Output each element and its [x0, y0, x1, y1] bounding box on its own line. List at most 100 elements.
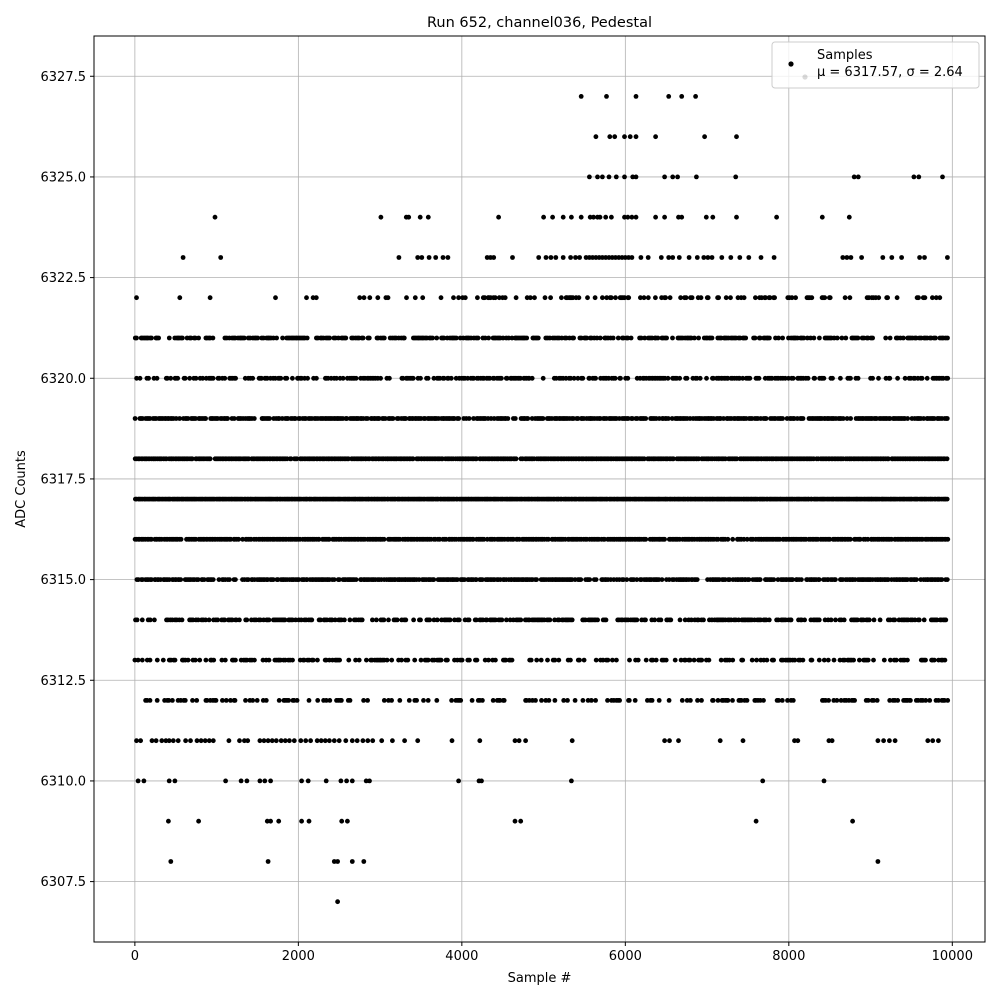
data-point: [859, 255, 864, 260]
data-point: [201, 577, 207, 582]
data-point: [505, 416, 511, 421]
data-point: [441, 335, 447, 341]
data-point: [667, 295, 673, 301]
data-point: [840, 416, 846, 421]
data-point: [622, 174, 627, 180]
data-point: [754, 657, 759, 663]
data-point: [642, 335, 648, 341]
data-point: [727, 577, 732, 582]
data-point: [193, 375, 199, 381]
data-point: [593, 577, 599, 582]
data-point: [146, 375, 152, 381]
data-point: [600, 295, 605, 301]
data-point: [857, 536, 863, 542]
data-point: [318, 738, 324, 744]
data-point: [833, 617, 838, 623]
data-point: [852, 698, 857, 703]
data-point: [180, 335, 185, 341]
data-point: [540, 416, 546, 421]
data-point: [493, 657, 498, 663]
data-point: [166, 335, 172, 341]
data-point: [458, 698, 464, 703]
data-point: [354, 738, 360, 744]
data-point: [630, 416, 635, 421]
data-point: [780, 335, 785, 341]
data-point: [525, 416, 531, 421]
data-point: [299, 778, 304, 784]
data-point: [197, 657, 203, 663]
data-point: [132, 416, 138, 421]
data-point: [222, 375, 228, 381]
data-point: [578, 214, 584, 220]
data-point: [670, 174, 676, 180]
data-point: [210, 577, 216, 582]
data-point: [622, 295, 627, 301]
data-point: [202, 738, 208, 744]
data-point: [593, 698, 598, 703]
data-point: [597, 335, 603, 341]
data-point: [675, 174, 680, 180]
data-point: [314, 738, 320, 744]
data-point: [545, 657, 550, 663]
data-point: [471, 375, 477, 381]
data-point: [421, 698, 426, 703]
data-point: [406, 698, 412, 703]
data-point: [733, 174, 739, 180]
legend-box: [771, 41, 980, 89]
data-point: [576, 295, 582, 301]
data-point: [577, 255, 582, 260]
data-point: [394, 617, 400, 623]
data-point: [689, 295, 695, 301]
data-point: [134, 375, 140, 381]
data-point: [314, 375, 319, 381]
data-point: [633, 94, 639, 99]
data-point: [455, 577, 460, 582]
data-point: [622, 134, 627, 140]
data-point: [482, 295, 488, 301]
data-point: [663, 295, 668, 301]
data-point: [730, 698, 735, 703]
data-point: [178, 536, 184, 542]
data-point: [552, 617, 557, 623]
data-point: [887, 738, 892, 744]
data-point: [641, 456, 647, 462]
data-point: [228, 698, 233, 703]
data-point: [412, 657, 418, 663]
data-point: [937, 295, 943, 301]
data-point: [608, 295, 614, 301]
data-point: [658, 255, 664, 260]
data-point: [359, 617, 365, 623]
data-point: [139, 617, 145, 623]
data-point: [790, 375, 796, 381]
data-point: [259, 375, 264, 381]
data-point: [945, 536, 951, 542]
data-point: [705, 255, 711, 260]
data-point: [643, 617, 648, 623]
data-point: [578, 577, 584, 582]
data-point: [653, 295, 658, 301]
data-point: [627, 134, 633, 140]
data-point: [543, 255, 549, 260]
data-point: [212, 214, 218, 220]
data-point: [597, 214, 603, 220]
data-point: [243, 698, 248, 703]
data-point: [473, 617, 479, 623]
data-point: [678, 657, 684, 663]
data-point: [396, 255, 402, 260]
data-point: [266, 657, 272, 663]
data-point: [728, 295, 733, 301]
data-point: [771, 577, 777, 582]
data-point: [178, 577, 184, 582]
data-point: [139, 657, 145, 663]
data-point: [638, 335, 644, 341]
data-point: [138, 738, 144, 744]
data-point: [361, 295, 367, 301]
data-point: [827, 536, 833, 542]
data-point: [469, 698, 475, 703]
data-point: [292, 416, 298, 421]
data-point: [944, 496, 950, 502]
data-point: [287, 738, 292, 744]
data-point: [833, 577, 838, 582]
data-point: [893, 657, 899, 663]
data-point: [808, 335, 813, 341]
